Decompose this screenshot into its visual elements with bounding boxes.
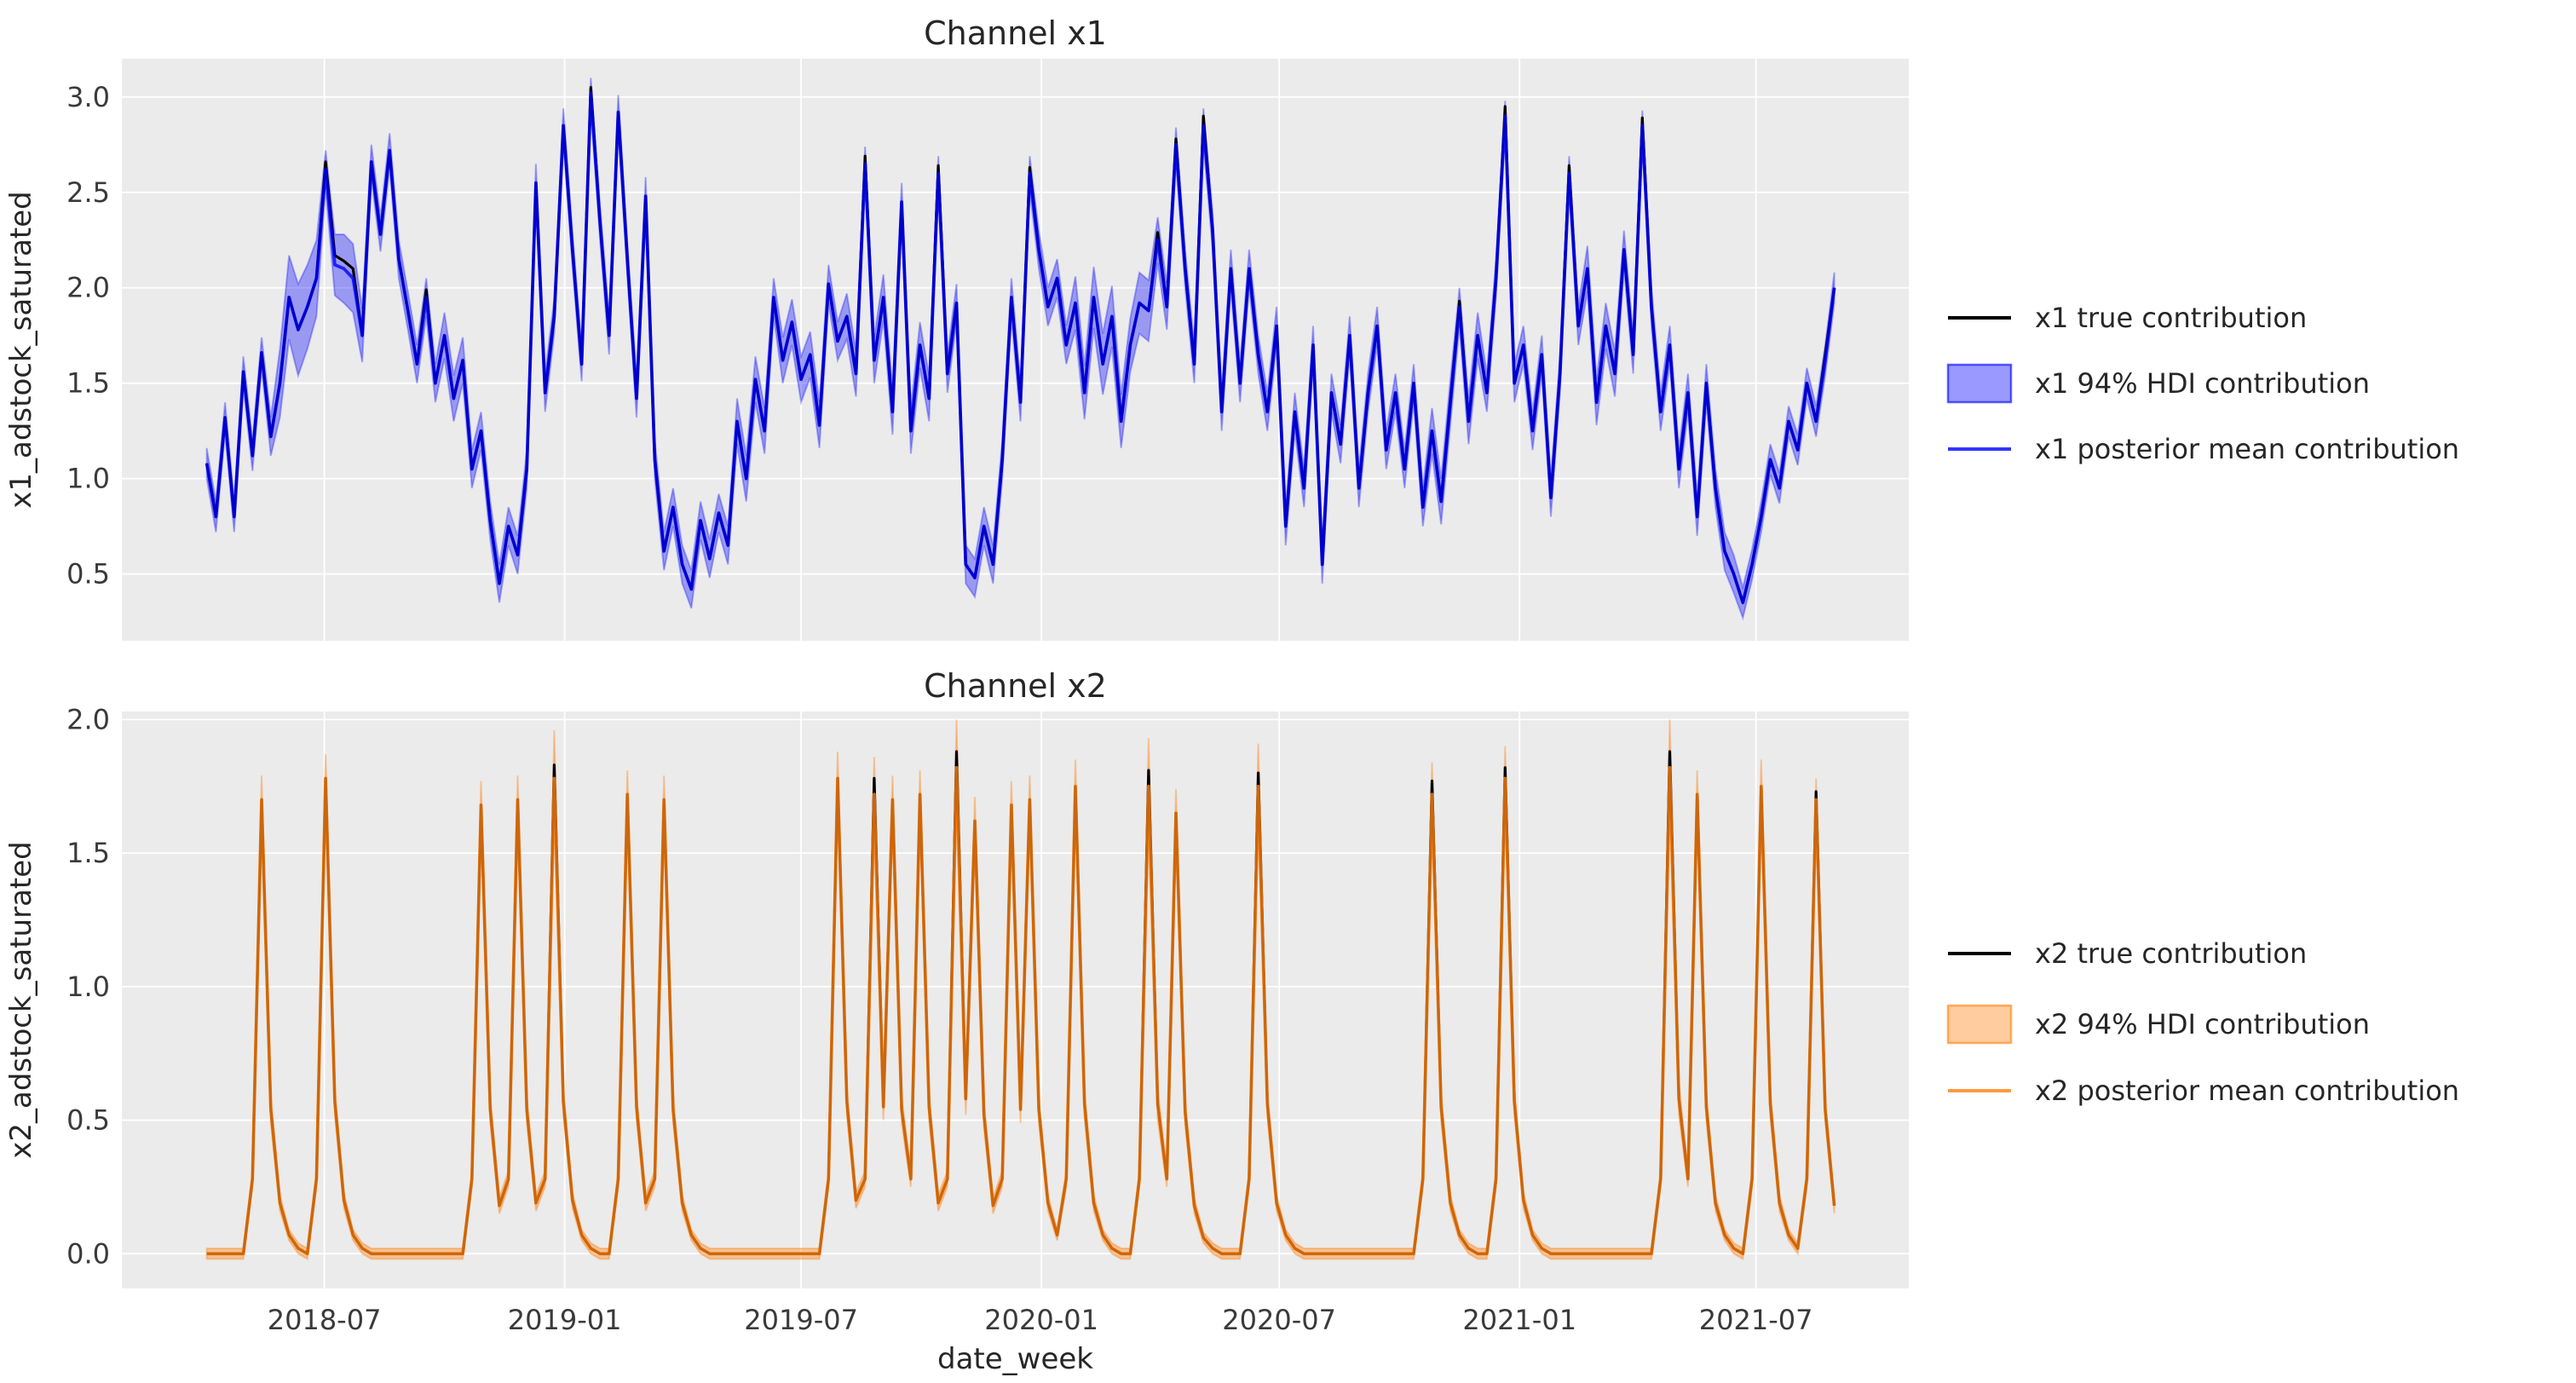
- x1-ytick-label-1: 1.0: [66, 463, 110, 495]
- x1-ytick-label-0: 0.5: [66, 558, 110, 591]
- x2-ytick-label-3: 1.5: [66, 837, 110, 869]
- x2-ytick-label-0: 0.0: [66, 1237, 110, 1270]
- x1-ytick-label-3: 2.0: [66, 272, 110, 304]
- x1-title: Channel x1: [924, 14, 1107, 52]
- x2-legend-label-mean: x2 posterior mean contribution: [2035, 1075, 2459, 1107]
- x2-plot-area: [122, 712, 1909, 1288]
- x1-ytick-label-5: 3.0: [66, 81, 110, 113]
- xtick-label-3: 2020-01: [984, 1304, 1098, 1336]
- x1-ytick-label-4: 2.5: [66, 176, 110, 209]
- xtick-label-5: 2021-01: [1462, 1304, 1576, 1336]
- xtick-label-1: 2019-01: [508, 1304, 622, 1336]
- x2-posterior-mean-line: [206, 765, 1836, 1256]
- x2-legend-hdi-patch-swatch: [1946, 1004, 2013, 1045]
- x1-posterior-mean-line: [205, 91, 1836, 605]
- x2-ytick-label-4: 2.0: [66, 703, 110, 735]
- xtick-label-2: 2019-07: [744, 1304, 858, 1336]
- x2-ytick-label-2: 1.0: [66, 971, 110, 1003]
- xtick-label-4: 2020-07: [1222, 1304, 1336, 1336]
- x1-legend-label-hdi: x1 94% HDI contribution: [2035, 367, 2370, 400]
- x2-y-axis-label: x2_adstock_saturated: [4, 841, 38, 1158]
- x1-legend-label-mean: x1 posterior mean contribution: [2035, 433, 2459, 465]
- x1-legend-hdi-patch-swatch: [1946, 363, 2013, 404]
- x2-ytick-label-1: 0.5: [66, 1104, 110, 1137]
- x2-legend-label-hdi: x2 94% HDI contribution: [2035, 1008, 2370, 1040]
- xtick-label-6: 2021-07: [1699, 1304, 1813, 1336]
- x1-ytick-label-2: 1.5: [66, 367, 110, 400]
- x1-legend-label-true: x1 true contribution: [2035, 302, 2307, 334]
- x2-title: Channel x2: [924, 667, 1107, 705]
- x2-legend-label-true: x2 true contribution: [2035, 937, 2307, 970]
- xtick-label-0: 2018-07: [268, 1304, 382, 1336]
- x1-y-axis-label: x1_adstock_saturated: [4, 191, 38, 508]
- x-axis-label: date_week: [937, 1342, 1093, 1376]
- x2-hdi-band: [205, 719, 1835, 1261]
